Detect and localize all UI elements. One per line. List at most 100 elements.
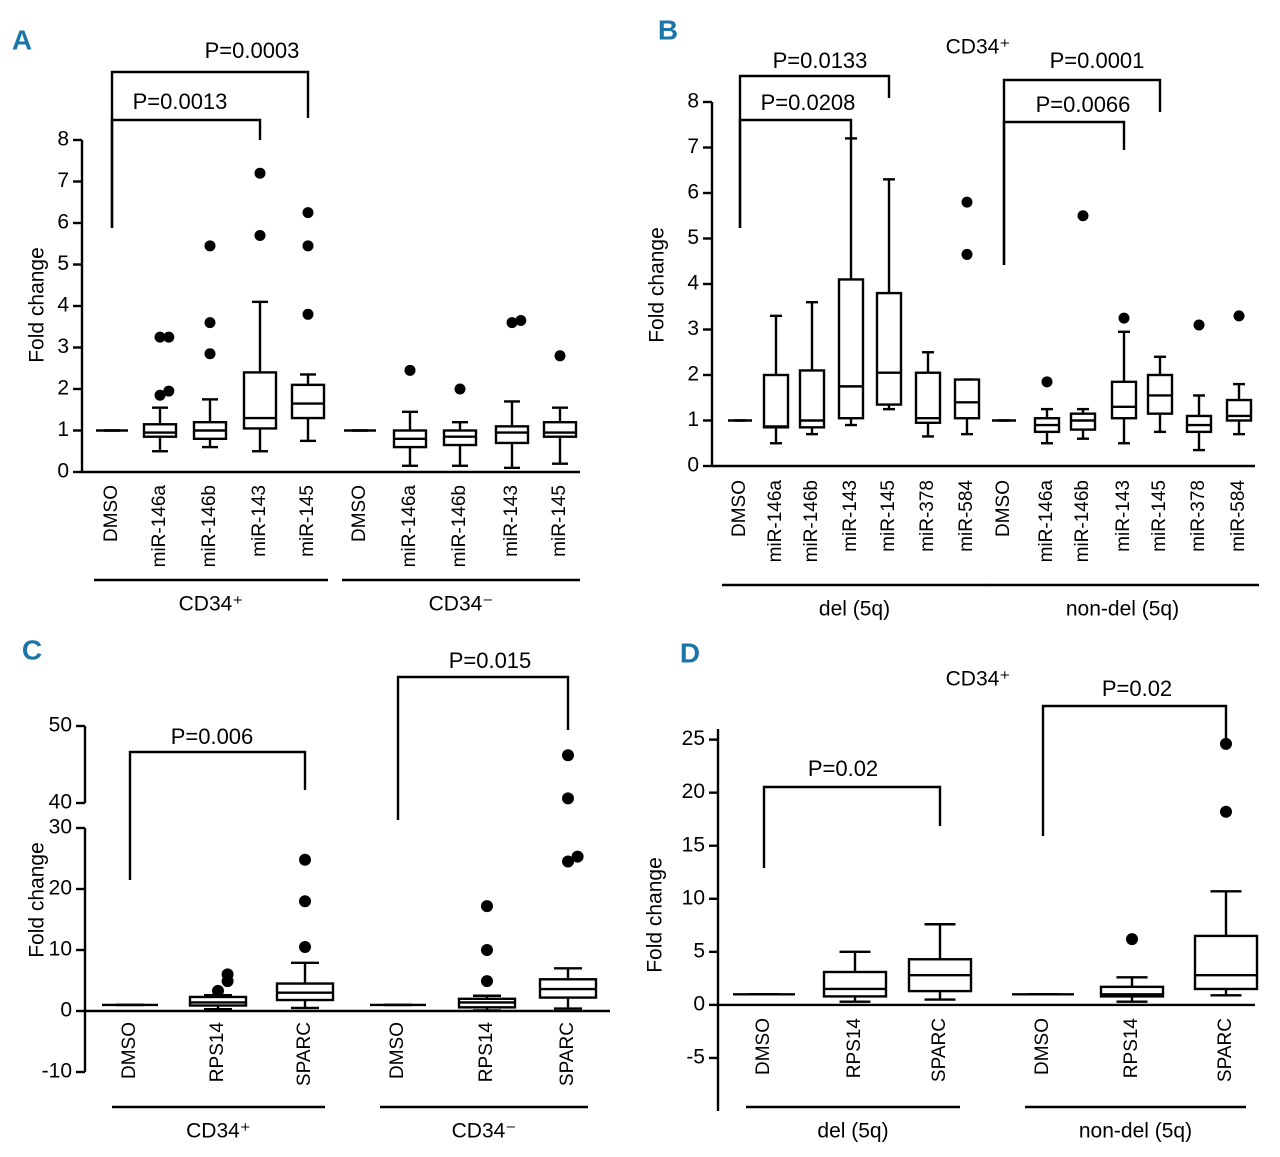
outlier [302, 308, 314, 320]
y-tick-label: 7 [57, 169, 69, 192]
category-label: miR-584 [1228, 480, 1249, 552]
outlier [562, 855, 574, 868]
category-label: RPS14 [476, 1022, 497, 1083]
panel-letter: C [22, 634, 42, 665]
box [1193, 934, 1259, 991]
outlier [204, 240, 216, 252]
outlier [481, 944, 493, 956]
y-tick-label: 0 [693, 992, 705, 1015]
outlier [254, 167, 266, 179]
outlier [515, 315, 527, 327]
category-label: miR-143 [840, 480, 861, 552]
panel-letter: D [680, 637, 700, 668]
y-tick-label: 3 [57, 335, 69, 358]
category-label: SPARC [294, 1022, 315, 1086]
box [953, 378, 981, 420]
category-label: DMSO [1032, 1018, 1053, 1075]
outlier [454, 383, 466, 395]
outlier [1233, 310, 1245, 322]
p-value: P=0.02 [1102, 676, 1172, 701]
category-label: DMSO [993, 480, 1014, 537]
box [142, 423, 178, 438]
outlier [204, 348, 216, 360]
category-label: miR-145 [1149, 480, 1170, 552]
p-value: P=0.0003 [205, 38, 300, 63]
y-tick-label: 4 [57, 294, 69, 317]
outlier [1126, 933, 1138, 946]
category-label: DMSO [729, 480, 750, 537]
y-tick-label: 10 [49, 938, 72, 961]
outlier [554, 350, 566, 362]
y-tick-label: 5 [57, 252, 69, 275]
category-label: miR-584 [956, 480, 977, 552]
box [914, 371, 942, 424]
panel-title: CD34⁺ [946, 36, 1011, 59]
outlier [562, 792, 574, 805]
box [1225, 398, 1253, 422]
outlier [154, 389, 166, 401]
y-tick-label: 2 [57, 377, 69, 400]
category-label: RPS14 [207, 1022, 228, 1083]
category-label: miR-378 [917, 480, 938, 552]
significance-bracket [128, 750, 307, 880]
significance-bracket [110, 118, 262, 228]
y-tick-label: 6 [687, 181, 699, 204]
box [1110, 380, 1138, 420]
y-tick-label: 40 [49, 791, 72, 814]
box [837, 278, 865, 420]
outlier [1220, 737, 1232, 750]
p-value: P=0.02 [808, 756, 878, 781]
outlier [506, 317, 518, 329]
outlier [302, 240, 314, 252]
outlier [204, 317, 216, 329]
outlier [1193, 319, 1205, 331]
category-label: miR-145 [878, 480, 899, 552]
category-label: miR-146a [765, 480, 786, 563]
outlier [302, 207, 314, 219]
outlier [154, 331, 166, 343]
p-value: P=0.0133 [773, 48, 868, 73]
category-label: DMSO [119, 1022, 140, 1079]
category-label: miR-146b [449, 485, 470, 567]
category-label: miR-146a [399, 485, 420, 568]
p-value: P=0.0013 [133, 89, 228, 114]
category-label: miR-146a [149, 485, 170, 568]
box [822, 970, 888, 998]
y-axis-label: Fold change [644, 857, 667, 973]
box [290, 383, 326, 420]
outlier [1041, 376, 1053, 388]
box [875, 291, 903, 406]
box [798, 369, 826, 429]
category-label: RPS14 [844, 1018, 865, 1079]
y-tick-label: 3 [687, 317, 699, 340]
y-tick-label: 7 [687, 135, 699, 158]
outlier [163, 331, 175, 343]
category-label: miR-146b [801, 480, 822, 562]
y-tick-label: 0 [57, 460, 69, 483]
y-tick-label: -5 [686, 1045, 705, 1068]
outlier [221, 968, 234, 981]
y-tick-label: 6 [57, 211, 69, 234]
category-label: DMSO [349, 485, 370, 542]
outlier [299, 853, 311, 866]
box [242, 371, 278, 430]
outlier [404, 364, 416, 376]
panel-title: CD34⁺ [946, 668, 1011, 691]
y-axis-label: Fold change [26, 247, 49, 363]
box [494, 425, 530, 445]
significance-bracket [1002, 120, 1126, 265]
group-label: del (5q) [817, 1120, 888, 1143]
outlier [562, 749, 574, 762]
outlier [481, 900, 493, 913]
category-label: DMSO [753, 1018, 774, 1075]
outlier [571, 850, 584, 863]
y-tick-label: 2 [687, 363, 699, 386]
box [1099, 985, 1165, 998]
panel-letter: B [658, 14, 678, 45]
group-label: non-del (5q) [1079, 1120, 1192, 1143]
y-tick-label: 20 [682, 780, 705, 803]
y-tick-label: 8 [687, 90, 699, 113]
category-label: SPARC [1215, 1018, 1236, 1082]
group-label: CD34⁻ [429, 593, 494, 616]
